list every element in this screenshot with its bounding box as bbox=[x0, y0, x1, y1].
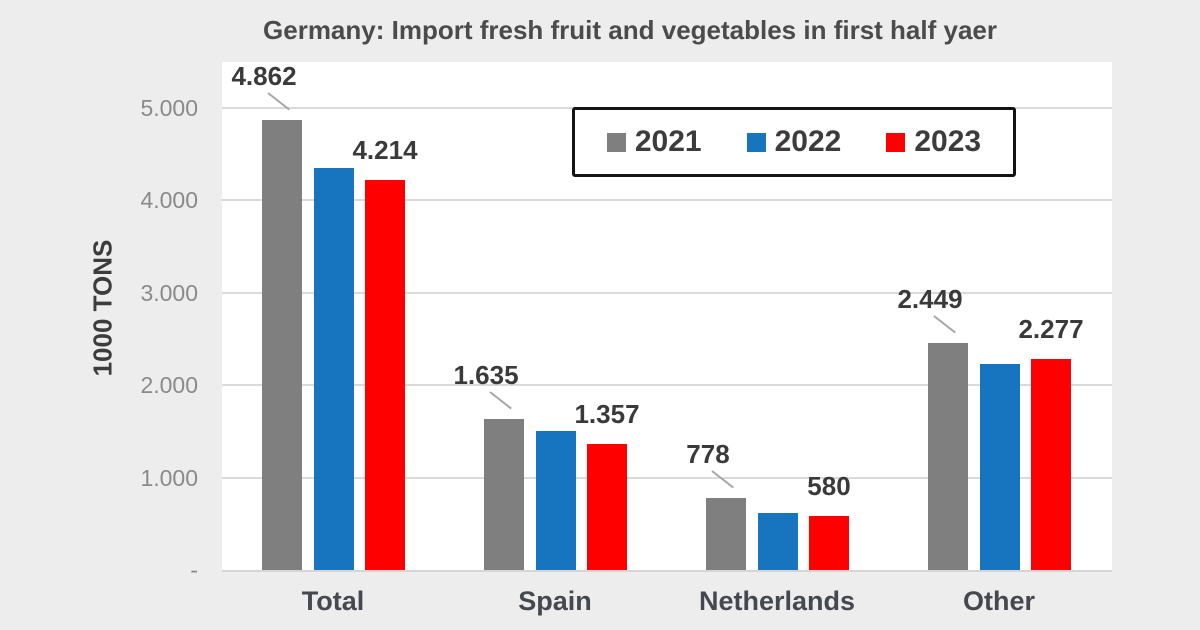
bar-spain-2023 bbox=[587, 444, 627, 570]
bar-netherlands-2022 bbox=[757, 513, 798, 570]
value-label-spain-2021: 1.635 bbox=[453, 360, 519, 390]
value-label-total-2023: 4.214 bbox=[352, 135, 418, 165]
y-tick-label-2000: 2.000 bbox=[140, 372, 198, 398]
y-tick-label-1000: 1.000 bbox=[140, 464, 198, 491]
legend-item-2021: 2021 bbox=[606, 125, 702, 159]
bar-other-2023 bbox=[1031, 359, 1071, 570]
leader-line-netherlands-2021 bbox=[711, 470, 734, 489]
bar-other-2022 bbox=[979, 364, 1020, 570]
y-tick-label-5000: 5.000 bbox=[140, 94, 198, 121]
gridline-1000 bbox=[222, 476, 1112, 479]
bar-total-2023 bbox=[365, 180, 405, 570]
x-label-total: Total bbox=[301, 586, 365, 616]
plot-area: 4.862 4.214 1.635 1.357 778 580 2.449 2.277 2021… bbox=[222, 61, 1112, 572]
legend-label-2022: 2022 bbox=[774, 125, 842, 158]
value-label-netherlands-2023: 580 bbox=[807, 471, 851, 501]
y-tick-label-3000: 3.000 bbox=[140, 279, 198, 306]
x-label-netherlands: Netherlands bbox=[698, 586, 856, 616]
legend-label-2023: 2023 bbox=[914, 125, 982, 158]
legend-item-2023: 2023 bbox=[886, 125, 981, 159]
value-label-other-2021: 2.449 bbox=[897, 284, 963, 314]
legend-item-2022: 2022 bbox=[746, 125, 842, 159]
bar-total-2021 bbox=[262, 120, 302, 570]
x-axis-line bbox=[222, 570, 1112, 572]
legend-swatch-2021 bbox=[606, 132, 626, 152]
y-axis-title: 1000 TONS bbox=[87, 239, 118, 377]
bar-total-2022 bbox=[313, 168, 354, 570]
bar-spain-2022 bbox=[535, 431, 576, 570]
bar-spain-2021 bbox=[484, 419, 524, 570]
gridline-2000 bbox=[222, 384, 1112, 386]
gridline-4000 bbox=[222, 199, 1112, 201]
legend-box: 2021 2022 2023 bbox=[572, 107, 1016, 177]
chart-title: Germany: Import fresh fruit and vegetabl… bbox=[263, 15, 997, 45]
leader-line-spain-2021 bbox=[489, 391, 512, 410]
legend-label-2021: 2021 bbox=[634, 125, 702, 158]
legend-swatch-2023 bbox=[886, 132, 906, 152]
value-label-spain-2023: 1.357 bbox=[574, 399, 640, 429]
leader-line-other-2021 bbox=[933, 315, 956, 334]
x-label-other: Other bbox=[962, 586, 1036, 616]
gridline-3000 bbox=[222, 291, 1112, 294]
value-label-total-2021: 4.862 bbox=[231, 61, 297, 91]
x-label-spain: Spain bbox=[518, 586, 592, 616]
bar-netherlands-2021 bbox=[706, 498, 746, 570]
y-tick-label-4000: 4.000 bbox=[140, 187, 198, 213]
bar-netherlands-2023 bbox=[809, 516, 849, 570]
value-label-netherlands-2021: 778 bbox=[686, 439, 730, 469]
bar-other-2021 bbox=[928, 343, 968, 570]
value-label-other-2023: 2.277 bbox=[1018, 314, 1084, 344]
y-tick-label-0: - bbox=[190, 557, 198, 583]
legend-swatch-2022 bbox=[746, 132, 766, 152]
